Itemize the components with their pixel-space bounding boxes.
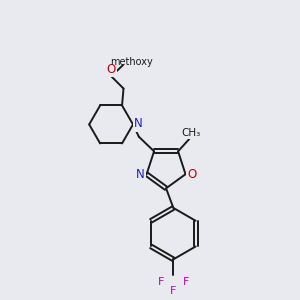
Text: O: O <box>187 168 196 181</box>
Text: N: N <box>136 168 145 181</box>
Text: CH₃: CH₃ <box>181 128 200 138</box>
Text: F: F <box>182 277 189 287</box>
Text: methoxy: methoxy <box>110 57 152 67</box>
Text: F: F <box>170 286 177 296</box>
Text: N: N <box>134 117 142 130</box>
Text: O: O <box>106 63 116 76</box>
Text: F: F <box>158 277 164 287</box>
